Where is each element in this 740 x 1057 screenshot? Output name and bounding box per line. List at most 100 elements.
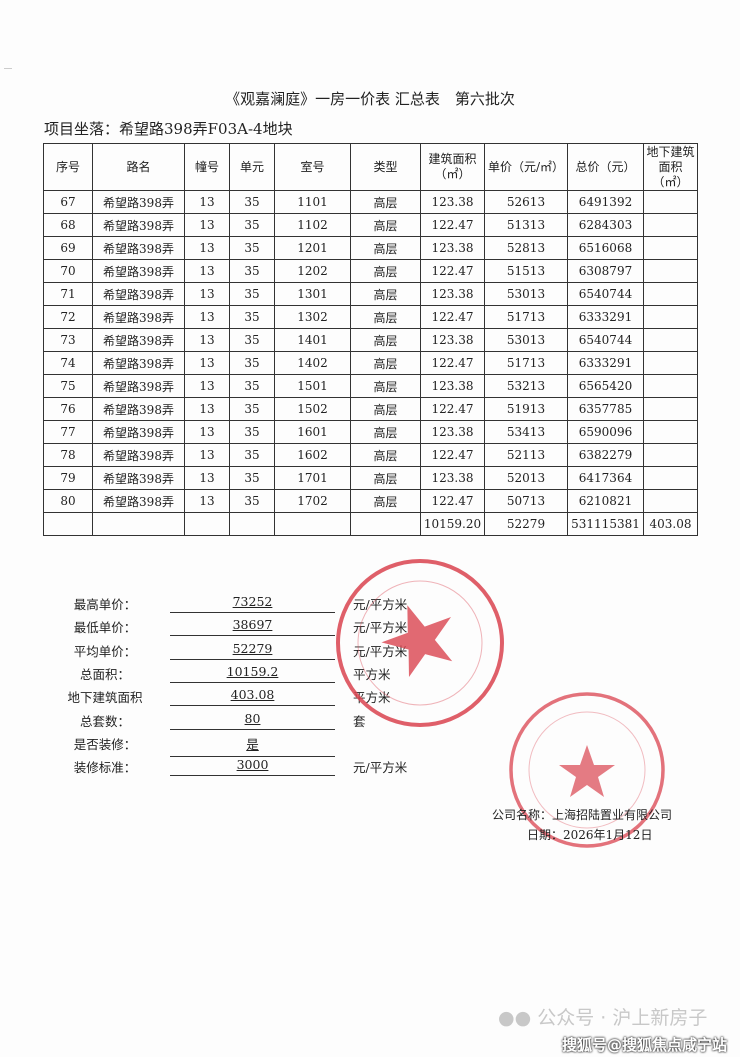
table-cell: 希望路398弄 xyxy=(92,351,185,375)
table-cell: 52813 xyxy=(484,236,568,260)
total-cell: 10159.20 xyxy=(420,512,485,536)
table-cell: 希望路398弄 xyxy=(92,190,185,214)
table-cell: 35 xyxy=(229,328,275,352)
table-row: 80 希望路398弄 13 35 1702 高层 122.47 50713 6210821 xyxy=(43,489,698,513)
table-cell xyxy=(643,213,698,237)
sohu-watermark: 搜狐号@搜狐焦点咸宁站 xyxy=(562,1036,728,1054)
table-cell: 123.38 xyxy=(420,190,485,214)
table-cell: 1502 xyxy=(274,397,351,421)
total-cell xyxy=(274,512,351,536)
table-cell: 希望路398弄 xyxy=(92,420,185,444)
table-cell: 35 xyxy=(229,190,275,214)
table-cell: 高层 xyxy=(350,489,421,513)
table-cell: 6516068 xyxy=(567,236,644,260)
table-cell: 74 xyxy=(43,351,93,375)
table-cell: 35 xyxy=(229,282,275,306)
government-seal xyxy=(336,559,504,727)
column-header: 类型 xyxy=(350,143,421,191)
table-cell: 35 xyxy=(229,213,275,237)
table-cell: 高层 xyxy=(350,420,421,444)
summary-value: 10159.2 xyxy=(170,664,335,683)
table-cell: 68 xyxy=(43,213,93,237)
table-cell: 高层 xyxy=(350,397,421,421)
table-cell: 1702 xyxy=(274,489,351,513)
table-cell: 1102 xyxy=(274,213,351,237)
table-cell: 51513 xyxy=(484,259,568,283)
company-seal xyxy=(509,692,665,848)
table-cell: 高层 xyxy=(350,305,421,329)
table-cell: 53013 xyxy=(484,282,568,306)
table-cell: 123.38 xyxy=(420,374,485,398)
summary-value: 80 xyxy=(170,711,335,730)
table-cell: 35 xyxy=(229,420,275,444)
total-cell xyxy=(184,512,230,536)
price-table: 序号 路名 幢号 单元 室号 类型 建筑面积（㎡） 单价（元/㎡） 总价（元） 地下建筑面积（㎡）… xyxy=(43,143,698,536)
table-row: 67 希望路398弄 13 35 1101 高层 123.38 52613 6491392 xyxy=(43,190,698,214)
table-cell: 希望路398弄 xyxy=(92,489,185,513)
table-cell: 123.38 xyxy=(420,282,485,306)
total-cell: 52279 xyxy=(484,512,568,536)
table-cell: 13 xyxy=(184,259,230,283)
table-cell: 希望路398弄 xyxy=(92,282,185,306)
table-cell: 高层 xyxy=(350,190,421,214)
table-cell: 77 xyxy=(43,420,93,444)
table-cell: 高层 xyxy=(350,236,421,260)
table-cell xyxy=(643,374,698,398)
table-cell xyxy=(643,351,698,375)
table-cell: 1501 xyxy=(274,374,351,398)
summary-unit: 平方米 xyxy=(353,666,391,682)
column-header: 总价（元） xyxy=(567,143,644,191)
project-location: 项目坐落：希望路398弄F03A-4地块 xyxy=(44,120,293,138)
table-cell xyxy=(643,190,698,214)
company-name: 公司名称：上海招陆置业有限公司 xyxy=(492,808,673,822)
table-cell: 52013 xyxy=(484,466,568,490)
table-cell: 79 xyxy=(43,466,93,490)
table-cell: 6491392 xyxy=(567,190,644,214)
table-cell: 122.47 xyxy=(420,305,485,329)
table-cell: 35 xyxy=(229,489,275,513)
summary-unit: 元/平方米 xyxy=(353,620,408,636)
total-cell: 531115381 xyxy=(567,512,644,536)
table-cell: 1202 xyxy=(274,259,351,283)
summary-row: 最低单价： 38697 元/平方米 xyxy=(50,617,450,640)
summary-row: 装修标准： 3000 元/平方米 xyxy=(50,757,450,780)
table-row: 76 希望路398弄 13 35 1502 高层 122.47 51913 6357785 xyxy=(43,397,698,421)
table-cell: 13 xyxy=(184,489,230,513)
summary-value: 是 xyxy=(170,734,335,757)
total-cell xyxy=(43,512,93,536)
table-cell: 13 xyxy=(184,443,230,467)
column-header: 单元 xyxy=(229,143,275,191)
table-cell: 123.38 xyxy=(420,328,485,352)
table-cell xyxy=(643,236,698,260)
table-cell: 69 xyxy=(43,236,93,260)
table-cell: 52113 xyxy=(484,443,568,467)
summary-value: 3000 xyxy=(170,757,335,777)
table-cell: 6210821 xyxy=(567,489,644,513)
summary-row: 平均单价： 52279 元/平方米 xyxy=(50,641,450,664)
table-cell: 122.47 xyxy=(420,443,485,467)
table-row: 78 希望路398弄 13 35 1602 高层 122.47 52113 6382279 xyxy=(43,443,698,467)
table-row: 70 希望路398弄 13 35 1202 高层 122.47 51513 6308797 xyxy=(43,259,698,283)
table-cell: 122.47 xyxy=(420,259,485,283)
summary-value: 38697 xyxy=(170,617,335,637)
summary-row: 最高单价： 73252 元/平方米 xyxy=(50,594,450,617)
table-cell: 53013 xyxy=(484,328,568,352)
table-cell: 76 xyxy=(43,397,93,421)
table-cell: 35 xyxy=(229,466,275,490)
wechat-watermark: ●● 公众号 · 沪上新房子 xyxy=(498,1007,708,1029)
table-cell xyxy=(643,397,698,421)
table-row: 71 希望路398弄 13 35 1301 高层 123.38 53013 6540744 xyxy=(43,282,698,306)
summary-value: 403.08 xyxy=(170,687,335,707)
table-cell: 52613 xyxy=(484,190,568,214)
table-cell: 50713 xyxy=(484,489,568,513)
table-cell: 35 xyxy=(229,374,275,398)
table-cell: 122.47 xyxy=(420,397,485,421)
table-cell xyxy=(643,282,698,306)
table-cell: 35 xyxy=(229,397,275,421)
table-row: 75 希望路398弄 13 35 1501 高层 123.38 53213 6565420 xyxy=(43,374,698,398)
table-row: 69 希望路398弄 13 35 1201 高层 123.38 52813 6516068 xyxy=(43,236,698,260)
table-cell xyxy=(643,420,698,444)
table-cell: 希望路398弄 xyxy=(92,213,185,237)
summary-value: 52279 xyxy=(170,641,335,660)
